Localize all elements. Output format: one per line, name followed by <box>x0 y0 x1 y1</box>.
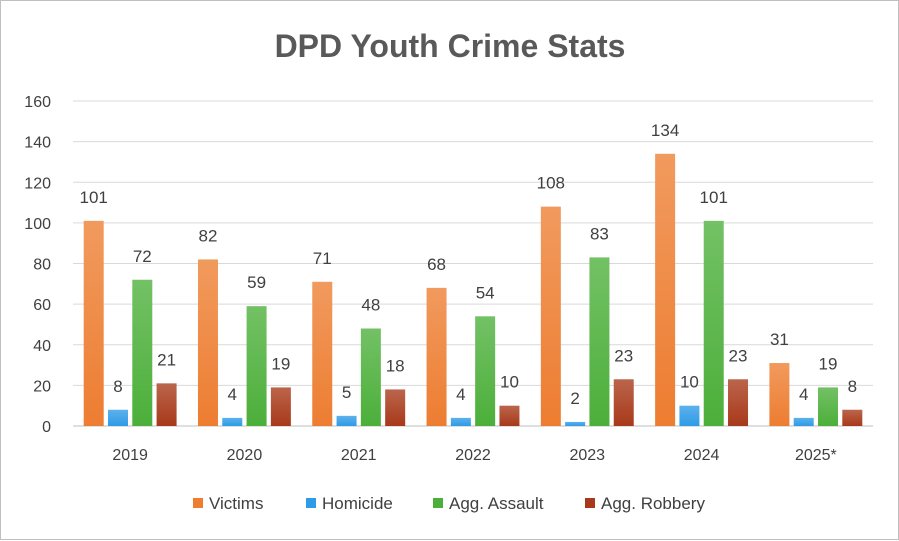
data-label: 8 <box>848 377 857 396</box>
data-label: 68 <box>427 255 446 274</box>
x-tick-label: 2023 <box>569 447 605 464</box>
data-label: 21 <box>157 350 176 369</box>
data-label: 72 <box>133 247 152 266</box>
bar-homicide-2025 <box>793 417 814 426</box>
bar-agg-assault-2022 <box>475 316 496 426</box>
x-tick-label: 2020 <box>227 447 263 464</box>
legend-swatch <box>193 498 203 508</box>
x-tick-label: 2025* <box>795 447 837 464</box>
y-tick-label: 120 <box>24 175 51 192</box>
data-label: 71 <box>313 249 332 268</box>
data-label: 54 <box>476 283 495 302</box>
data-label: 19 <box>271 354 290 373</box>
bar-agg-assault-2019 <box>132 279 153 426</box>
bar-agg-assault-2023 <box>589 257 610 426</box>
bar-victims-2019 <box>83 220 104 426</box>
data-label: 5 <box>342 383 351 402</box>
legend-swatch <box>585 498 595 508</box>
bar-victims-2021 <box>312 281 333 426</box>
y-tick-label: 20 <box>33 378 51 395</box>
y-tick-label: 100 <box>24 216 51 233</box>
legend-swatch <box>306 498 316 508</box>
bar-agg-robbery-2020 <box>270 387 291 426</box>
x-tick-label: 2019 <box>112 447 148 464</box>
bar-agg-robbery-2024 <box>728 379 749 426</box>
x-tick-label: 2022 <box>455 447 491 464</box>
data-label: 23 <box>729 346 748 365</box>
bar-agg-robbery-2023 <box>613 379 634 426</box>
legend: Victims Homicide Agg. Assault Agg. Robbery <box>193 494 705 513</box>
data-label: 10 <box>680 373 699 392</box>
data-label: 19 <box>819 354 838 373</box>
bar-homicide-2019 <box>107 409 128 426</box>
bar-homicide-2020 <box>222 417 243 426</box>
data-label: 31 <box>770 330 789 349</box>
y-tick-label: 0 <box>42 419 51 436</box>
data-label: 48 <box>361 296 380 315</box>
bar-victims-2024 <box>655 153 676 426</box>
data-label: 59 <box>247 273 266 292</box>
data-label: 8 <box>113 377 122 396</box>
y-tick-label: 160 <box>24 94 51 111</box>
data-label: 10 <box>500 373 519 392</box>
data-label: 4 <box>456 385 465 404</box>
bar-homicide-2021 <box>336 415 357 426</box>
x-axis: 2019 2020 2021 2022 2023 2024 2025* <box>112 447 836 464</box>
gridlines <box>73 100 873 427</box>
data-label: 4 <box>799 385 808 404</box>
data-label: 83 <box>590 224 609 243</box>
data-label: 82 <box>199 226 218 245</box>
bar-agg-assault-2024 <box>703 220 724 426</box>
y-tick-label: 80 <box>33 257 51 274</box>
y-tick-label: 140 <box>24 135 51 152</box>
bar-agg-robbery-2021 <box>385 389 406 426</box>
bar-agg-robbery-2022 <box>499 405 520 426</box>
legend-swatch <box>433 498 443 508</box>
data-label: 108 <box>537 174 565 193</box>
bar-homicide-2022 <box>450 417 471 426</box>
legend-label: Victims <box>209 494 263 513</box>
data-label: 23 <box>614 346 633 365</box>
bar-homicide-2023 <box>565 421 586 426</box>
data-label: 101 <box>80 188 108 207</box>
bar-homicide-2024 <box>679 405 700 426</box>
x-tick-label: 2021 <box>341 447 377 464</box>
data-label: 4 <box>228 385 237 404</box>
bar-agg-assault-2025 <box>818 387 839 426</box>
bar-agg-robbery-2025 <box>842 409 863 426</box>
x-tick-label: 2024 <box>684 447 720 464</box>
bar-agg-assault-2021 <box>360 328 381 426</box>
data-label: 134 <box>651 121 679 140</box>
bars <box>83 153 863 426</box>
legend-label: Homicide <box>322 494 393 513</box>
bar-agg-assault-2020 <box>246 306 267 426</box>
legend-label: Agg. Robbery <box>601 494 705 513</box>
bar-agg-robbery-2019 <box>156 383 177 426</box>
data-labels: 1018722182459197154818684541010828323134… <box>80 121 858 408</box>
data-label: 18 <box>386 356 405 375</box>
chart-title: DPD Youth Crime Stats <box>275 28 626 64</box>
data-label: 101 <box>700 188 728 207</box>
y-tick-label: 40 <box>33 338 51 355</box>
y-axis: 0 20 40 60 80 100 120 140 160 <box>24 94 51 436</box>
bar-victims-2023 <box>540 206 561 426</box>
y-tick-label: 60 <box>33 297 51 314</box>
bar-victims-2022 <box>426 287 447 426</box>
legend-label: Agg. Assault <box>449 494 544 513</box>
bar-victims-2020 <box>197 259 218 426</box>
data-label: 2 <box>570 389 579 408</box>
bar-victims-2025 <box>769 363 790 426</box>
